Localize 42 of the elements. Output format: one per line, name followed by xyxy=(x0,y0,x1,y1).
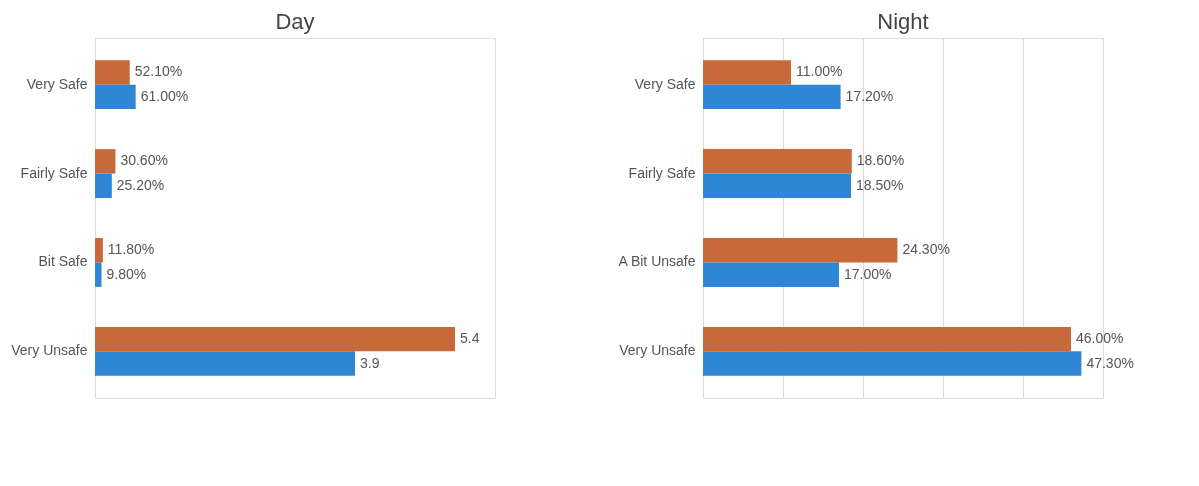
bar xyxy=(95,173,112,198)
bar xyxy=(703,60,791,85)
data-label: 30.60% xyxy=(120,152,168,169)
y-tick-label: Very Safe xyxy=(26,75,88,92)
data-label: 18.50% xyxy=(856,176,904,193)
bar xyxy=(95,238,103,263)
bar xyxy=(703,238,898,263)
bar xyxy=(703,351,1082,376)
bar xyxy=(703,262,839,287)
data-label: 11.00% xyxy=(796,63,843,80)
data-label: 18.60% xyxy=(856,152,905,169)
bar xyxy=(95,149,116,174)
data-label: 52.10% xyxy=(134,63,183,80)
data-label: 46.00% xyxy=(1076,330,1124,347)
bar xyxy=(95,84,136,110)
data-label: 17.00% xyxy=(844,265,892,282)
data-label: 61.00% xyxy=(140,87,189,104)
bar xyxy=(95,326,455,352)
bar xyxy=(703,149,852,174)
bar xyxy=(95,262,102,287)
y-tick-label: A Bit Unsafe xyxy=(618,253,696,270)
y-tick-label: Very Unsafe xyxy=(11,342,88,359)
bar xyxy=(703,173,851,198)
y-tick-label: Fairly Safe xyxy=(20,164,88,181)
data-label: 3.9 xyxy=(360,354,380,371)
data-label: 17.20% xyxy=(845,87,894,104)
bar xyxy=(703,326,1071,352)
data-label: 9.80% xyxy=(106,265,147,282)
data-label: 25.20% xyxy=(116,176,165,193)
data-label: 5.4 xyxy=(460,330,480,347)
data-label: 11.80% xyxy=(107,241,155,258)
bar xyxy=(703,84,841,110)
y-tick-label: Very Safe xyxy=(634,75,696,92)
bar xyxy=(95,351,355,376)
data-label: 47.30% xyxy=(1086,354,1134,371)
bar xyxy=(95,60,130,85)
chart-title: Day xyxy=(275,9,315,34)
y-tick-label: Fairly Safe xyxy=(628,164,696,181)
y-tick-label: Very Unsafe xyxy=(619,342,696,359)
data-label: 24.30% xyxy=(902,241,950,258)
y-tick-label: Bit Safe xyxy=(38,253,88,270)
chart-title: Night xyxy=(877,9,929,34)
